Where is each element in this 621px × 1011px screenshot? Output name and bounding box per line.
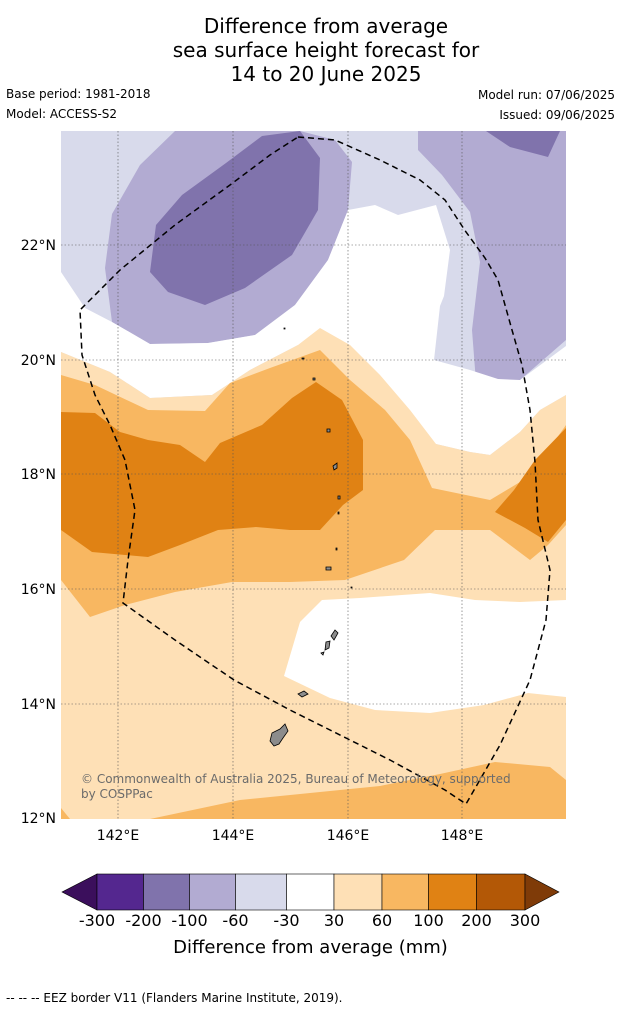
eez-legend-note: -- -- -- EEZ border V11 (Flanders Marine… [6, 991, 343, 1005]
colorbar-title: Difference from average (mm) [173, 937, 448, 958]
colorbar-label-3: -60 [222, 911, 249, 930]
contour-band-60-southwest [61, 808, 70, 819]
aguijan-island [320, 651, 325, 656]
colorbar [61, 873, 560, 911]
agrihan-island [326, 428, 331, 433]
small-islet [350, 586, 353, 589]
contour-band-minus-100-east [486, 131, 560, 157]
anatahan-island [325, 566, 332, 571]
anomaly-contours [61, 131, 566, 819]
guguan-island [337, 511, 340, 515]
lon-tick-144: 144°E [212, 828, 255, 844]
title-line-1: Difference from average [203, 14, 449, 38]
eez-border [79, 136, 551, 806]
sarigan-island [335, 547, 338, 551]
colorbar-bin-8 [428, 873, 477, 911]
lat-tick-16: 16°N [21, 582, 56, 598]
colorbar-bin-2 [143, 873, 190, 911]
issued-date: Issued: 09/06/2025 [499, 108, 615, 122]
colorbar-extend-min [61, 873, 98, 911]
contour-band-zero-north [61, 205, 566, 455]
copyright-line-2: by COSPPac [81, 787, 153, 801]
lat-tick-18: 18°N [21, 467, 56, 483]
gridlines [61, 131, 566, 819]
lat-tick-22: 22°N [21, 238, 56, 254]
lat-tick-12: 12°N [21, 811, 56, 827]
uracas-island [283, 327, 286, 330]
lon-tick-148: 148°E [441, 828, 484, 844]
alamagan-island [337, 495, 341, 500]
colorbar-bin-9 [476, 873, 526, 911]
title-line-3: 14 to 20 June 2025 [230, 62, 422, 86]
colorbar-label-5: 30 [323, 911, 345, 930]
contour-band-zero-south [284, 593, 566, 713]
islands [269, 327, 353, 747]
colorbar-extend-max [524, 873, 560, 911]
asuncion-island [312, 377, 316, 381]
colorbar-bin-7 [381, 873, 429, 911]
lat-tick-14: 14°N [21, 697, 56, 713]
lon-tick-146: 146°E [327, 828, 370, 844]
guam-island [269, 723, 289, 747]
colorbar-bin-3 [189, 873, 236, 911]
model-name: Model: ACCESS-S2 [6, 107, 118, 121]
base-period: Base period: 1981-2018 [6, 87, 151, 101]
colorbar-bin-4 [235, 873, 287, 911]
tinian-island [324, 640, 331, 651]
colorbar-bin-1 [96, 873, 144, 911]
maug-island [301, 357, 305, 360]
title-line-2: sea surface height forecast for [172, 38, 480, 62]
colorbar-label-8: 200 [461, 911, 492, 930]
axis-ticks: 142°E 144°E 146°E 148°E 22°N 20°N 18°N 1… [21, 238, 484, 844]
colorbar-label-7: 100 [413, 911, 444, 930]
colorbar-bin-6 [333, 873, 383, 911]
colorbar-label-6: 60 [371, 911, 393, 930]
contour-band-100 [61, 382, 363, 557]
colorbar-label-1: -200 [125, 911, 162, 930]
saipan-island [330, 629, 339, 641]
figure-title: Difference from average sea surface heig… [0, 14, 621, 86]
contour-band-minus-60-east [418, 131, 566, 382]
colorbar-label-0: -300 [78, 911, 116, 930]
model-run: Model run: 07/06/2025 [477, 88, 615, 102]
contour-band-minus-100-west [150, 131, 320, 305]
pagan-island [332, 462, 338, 471]
colorbar-label-2: -100 [171, 911, 208, 930]
copyright-notice: © Commonwealth of Australia 2025, Bureau… [81, 772, 511, 802]
colorbar-bin-5 [286, 873, 335, 911]
colorbar-label-4: -30 [273, 911, 300, 930]
colorbar-label-9: 300 [509, 911, 541, 930]
copyright-line-1: © Commonwealth of Australia 2025, Bureau… [81, 772, 511, 786]
lat-tick-20: 20°N [21, 353, 56, 369]
rota-island [297, 690, 309, 698]
lon-tick-142: 142°E [97, 828, 140, 844]
contour-band-100-east [495, 428, 566, 542]
